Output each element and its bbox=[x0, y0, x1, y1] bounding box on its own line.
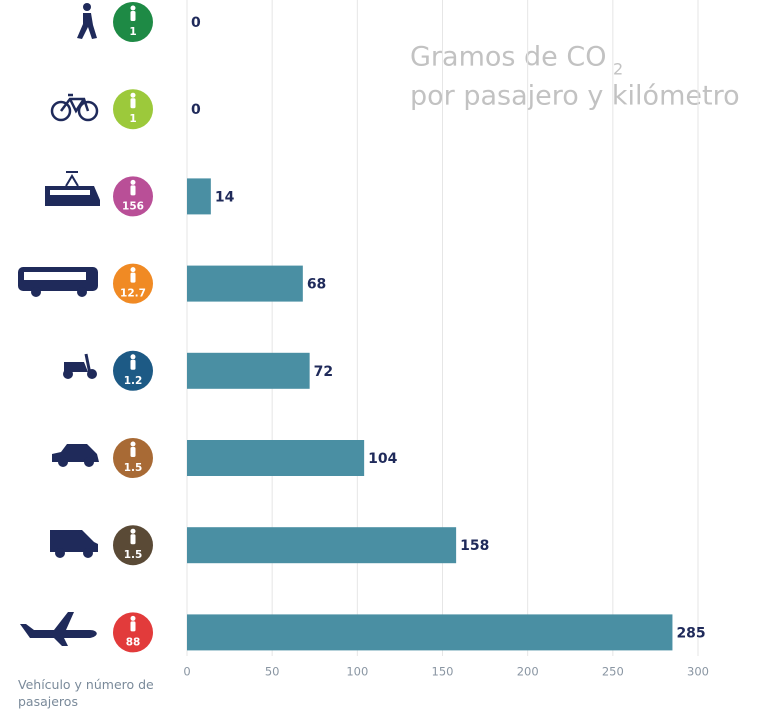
person-body bbox=[130, 447, 136, 457]
x-tick-label: 100 bbox=[346, 665, 368, 679]
passenger-count: 1 bbox=[129, 113, 136, 125]
passenger-badge bbox=[113, 612, 153, 653]
passenger-count: 88 bbox=[126, 636, 141, 648]
x-tick-label: 250 bbox=[602, 665, 624, 679]
bus-icon bbox=[18, 267, 98, 297]
passenger-badge bbox=[113, 176, 153, 217]
tram-icon bbox=[45, 171, 100, 206]
chart-title-subscript: 2 bbox=[613, 60, 623, 79]
person-head bbox=[130, 267, 136, 273]
person-icon bbox=[130, 615, 136, 632]
passenger-badge bbox=[113, 89, 153, 130]
x-tick-label: 300 bbox=[687, 665, 709, 679]
data-label: 0 bbox=[191, 102, 201, 118]
person-icon bbox=[130, 5, 136, 21]
data-label: 14 bbox=[215, 189, 235, 205]
bar bbox=[187, 440, 365, 476]
bike-icon bbox=[50, 93, 99, 122]
van-icon bbox=[50, 530, 98, 558]
person-icon bbox=[130, 441, 136, 457]
vehicle-icons bbox=[18, 3, 100, 646]
data-label: 68 bbox=[307, 277, 326, 293]
chart-title-line1: Gramos de CO bbox=[410, 42, 606, 73]
bar bbox=[187, 265, 303, 302]
passenger-count: 1 bbox=[129, 26, 136, 38]
person-body bbox=[130, 11, 136, 21]
passenger-badge bbox=[113, 263, 153, 304]
passenger-count: 156 bbox=[122, 200, 144, 212]
person-head bbox=[130, 5, 136, 11]
passenger-badge bbox=[113, 350, 153, 391]
person-head bbox=[130, 615, 136, 621]
person-icon bbox=[130, 92, 136, 109]
person-icon bbox=[130, 179, 136, 196]
passenger-count: 1.5 bbox=[124, 549, 143, 561]
x-tick-label: 150 bbox=[432, 665, 454, 679]
x-axis-label: Vehículo y número de pasajeros bbox=[18, 677, 154, 709]
data-label: 104 bbox=[368, 451, 397, 467]
car-icon bbox=[52, 444, 99, 467]
person-head bbox=[130, 92, 136, 98]
bar bbox=[187, 614, 673, 651]
passenger-count: 1.2 bbox=[124, 375, 143, 387]
x-tick-label: 0 bbox=[183, 665, 190, 679]
person-body bbox=[130, 621, 136, 632]
person-body bbox=[130, 359, 136, 370]
chart-title-line2: por pasajero y kilómetro bbox=[410, 81, 740, 112]
person-head bbox=[130, 528, 136, 534]
data-label: 0 bbox=[191, 15, 201, 31]
bar bbox=[187, 178, 211, 215]
x-tick-label: 200 bbox=[517, 665, 539, 679]
person-icon bbox=[130, 267, 136, 283]
scooter-icon bbox=[63, 353, 97, 379]
person-head bbox=[130, 441, 136, 447]
passenger-badge bbox=[113, 2, 153, 42]
plane-icon bbox=[20, 612, 97, 646]
person-body bbox=[130, 272, 136, 283]
bar bbox=[187, 352, 310, 389]
person-body bbox=[130, 534, 136, 545]
passenger-badge bbox=[113, 525, 153, 566]
x-tick-label: 50 bbox=[265, 665, 280, 679]
walk-icon bbox=[77, 3, 97, 39]
bar bbox=[187, 527, 457, 564]
passenger-count: 12.7 bbox=[120, 288, 146, 300]
person-head bbox=[130, 179, 136, 185]
person-icon bbox=[130, 528, 136, 545]
passenger-badge bbox=[113, 438, 153, 478]
data-label: 285 bbox=[676, 625, 705, 641]
data-label: 72 bbox=[314, 364, 333, 380]
person-body bbox=[130, 98, 136, 109]
person-head bbox=[130, 354, 136, 360]
person-icon bbox=[130, 354, 136, 370]
data-label: 158 bbox=[460, 538, 489, 554]
person-body bbox=[130, 185, 136, 196]
passenger-count: 1.5 bbox=[124, 462, 143, 474]
